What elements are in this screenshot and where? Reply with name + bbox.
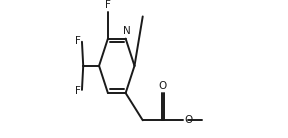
Text: F: F xyxy=(75,86,81,96)
Text: N: N xyxy=(123,26,131,36)
Text: O: O xyxy=(159,80,167,91)
Text: F: F xyxy=(75,35,81,46)
Text: F: F xyxy=(105,0,111,10)
Text: O: O xyxy=(184,115,192,125)
